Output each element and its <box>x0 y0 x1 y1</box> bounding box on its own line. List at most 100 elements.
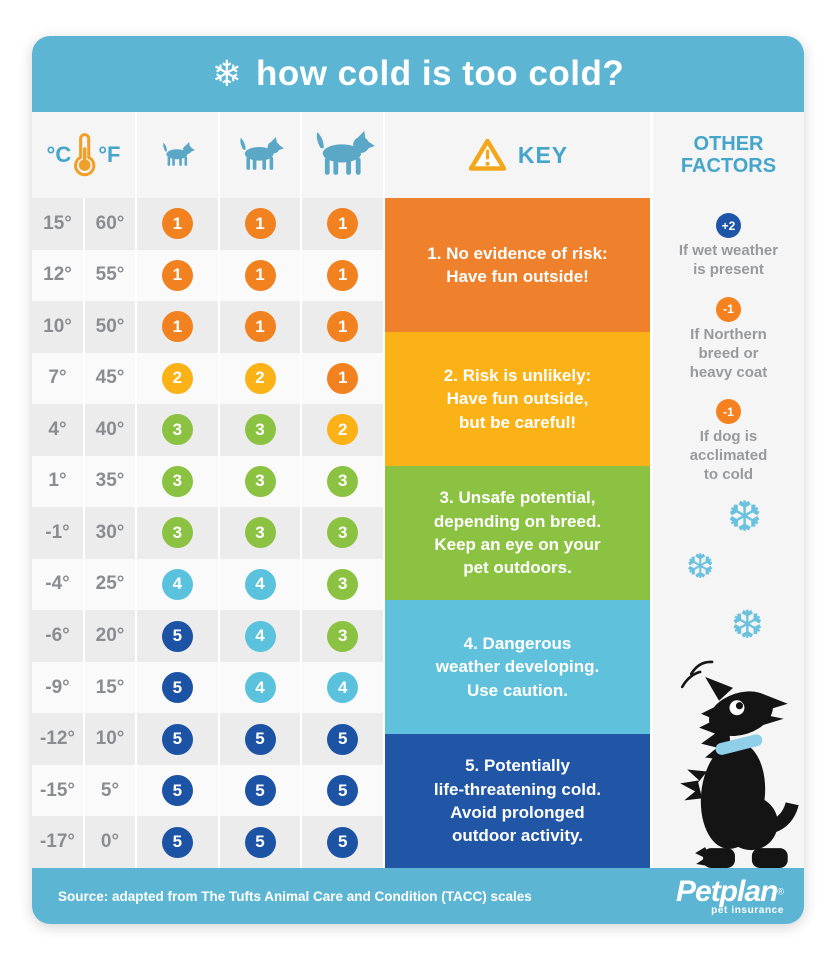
medium-dog-icon <box>219 112 303 198</box>
fahrenheit-cell: 5° <box>85 764 137 817</box>
risk-cell-small: 5 <box>137 816 220 868</box>
small-dog-icon <box>137 112 220 198</box>
source-text: Source: adapted from The Tufts Animal Ca… <box>58 888 532 904</box>
celsius-cell: -17° <box>32 816 85 868</box>
fahrenheit-value: 45° <box>95 367 125 389</box>
risk-cell-medium: 4 <box>219 610 303 662</box>
risk-cell-medium: 5 <box>219 764 303 817</box>
risk-cell-small: 3 <box>137 507 220 559</box>
other-factors-column: OTHER FACTORS +2 If wet weather is present… <box>653 112 804 869</box>
celsius-value: 4° <box>48 418 67 440</box>
other-factors-header: OTHER FACTORS <box>680 132 777 177</box>
snowflake-icon: ❆ <box>731 604 764 647</box>
risk-cell-large: 5 <box>302 764 386 817</box>
risk-level-badge: 4 <box>244 672 276 704</box>
celsius-cell: 15° <box>32 198 85 250</box>
factor-badge: +2 <box>716 213 741 238</box>
risk-level-badge: 5 <box>327 826 359 858</box>
risk-level-badge: 3 <box>244 517 276 549</box>
key-block: 2. Risk is unlikely: Have fun outside, but… <box>385 332 650 466</box>
celsius-value: 7° <box>48 367 67 389</box>
celsius-value: 12° <box>43 264 72 286</box>
table-row: 15° 60° 1 1 1 <box>32 198 386 250</box>
risk-cell-small: 1 <box>137 249 220 302</box>
risk-cell-medium: 1 <box>219 301 303 353</box>
risk-level-badge: 4 <box>161 568 193 600</box>
risk-cell-medium: 4 <box>219 661 303 714</box>
key-block-number: 1. <box>427 243 447 263</box>
celsius-value: 1° <box>48 470 67 492</box>
risk-cell-medium: 2 <box>219 352 303 405</box>
fahrenheit-cell: 55° <box>85 249 137 302</box>
risk-level-badge: 5 <box>244 723 276 755</box>
celsius-value: -6° <box>45 625 70 647</box>
factor-item: -1 If dog is acclimated to cold <box>653 399 804 485</box>
risk-level-badge: 5 <box>161 826 193 858</box>
risk-level-badge: 1 <box>327 362 359 394</box>
table-row: -15° 5° 5 5 5 <box>32 764 386 817</box>
risk-cell-large: 1 <box>302 249 386 302</box>
celsius-value: -4° <box>45 573 70 595</box>
fahrenheit-value: 35° <box>95 470 125 492</box>
key-block: 3. Unsafe potential, depending on breed. K… <box>385 466 650 600</box>
celsius-cell: -4° <box>32 558 85 611</box>
risk-cell-large: 5 <box>302 816 386 868</box>
dog-illustration <box>680 660 799 869</box>
celsius-value: 10° <box>43 315 72 337</box>
risk-cell-medium: 4 <box>219 558 303 611</box>
fahrenheit-value: 55° <box>95 264 125 286</box>
risk-level-badge: 4 <box>244 568 276 600</box>
snowflake-icon: ❄ <box>211 53 242 94</box>
risk-level-badge: 5 <box>161 672 193 704</box>
table-row: -17° 0° 5 5 5 <box>32 816 386 868</box>
risk-level-badge: 1 <box>244 259 276 291</box>
risk-cell-large: 1 <box>302 352 386 405</box>
fahrenheit-cell: 10° <box>85 713 137 765</box>
fahrenheit-cell: 40° <box>85 404 137 456</box>
table-row: -4° 25° 4 4 3 <box>32 558 386 611</box>
risk-cell-small: 3 <box>137 404 220 456</box>
key-block-number: 5. <box>465 756 484 776</box>
risk-cell-medium: 5 <box>219 816 303 868</box>
key-label: KEY <box>517 141 569 168</box>
celsius-value: -1° <box>45 521 70 543</box>
risk-level-badge: 5 <box>244 826 276 858</box>
fahrenheit-cell: 45° <box>85 352 137 405</box>
key-block-number: 3. <box>439 488 459 508</box>
fahrenheit-value: 20° <box>95 625 125 647</box>
infographic-card: ❄ how cold is too cold? °C °F <box>32 36 804 924</box>
risk-cell-large: 5 <box>302 713 386 765</box>
risk-cell-small: 5 <box>137 661 220 714</box>
celsius-cell: -9° <box>32 661 85 714</box>
risk-level-badge: 3 <box>244 414 276 446</box>
fahrenheit-value: 60° <box>95 212 125 234</box>
celsius-cell: -12° <box>32 713 85 765</box>
risk-cell-medium: 3 <box>219 455 303 508</box>
risk-level-badge: 1 <box>161 259 193 291</box>
fahrenheit-cell: 60° <box>85 198 137 250</box>
celsius-value: -17° <box>39 831 76 853</box>
risk-cell-medium: 1 <box>219 198 303 250</box>
risk-cell-small: 5 <box>137 713 220 765</box>
risk-cell-large: 2 <box>302 404 386 456</box>
key-block-text: 4. Dangerous weather developing. Use cauti… <box>435 633 600 700</box>
fahrenheit-value: 25° <box>95 573 125 595</box>
table-header-row: °C °F <box>32 112 386 198</box>
risk-level-badge: 5 <box>244 775 276 807</box>
risk-level-badge: 3 <box>244 465 276 497</box>
risk-cell-large: 3 <box>302 610 386 662</box>
fahrenheit-cell: 15° <box>85 661 137 714</box>
risk-cell-medium: 5 <box>219 713 303 765</box>
fahrenheit-value: 50° <box>95 315 125 337</box>
snowflake-icon: ❆ <box>686 548 715 586</box>
risk-cell-large: 4 <box>302 661 386 714</box>
risk-level-badge: 2 <box>244 362 276 394</box>
celsius-cell: -1° <box>32 507 85 559</box>
risk-level-badge: 2 <box>327 414 359 446</box>
risk-cell-small: 1 <box>137 301 220 353</box>
risk-level-badge: 1 <box>327 259 359 291</box>
risk-level-badge: 3 <box>327 568 359 600</box>
factor-item: -1 If Northern breed or heavy coat <box>653 296 804 383</box>
risk-cell-medium: 3 <box>219 507 303 559</box>
warning-triangle-icon <box>468 138 507 171</box>
